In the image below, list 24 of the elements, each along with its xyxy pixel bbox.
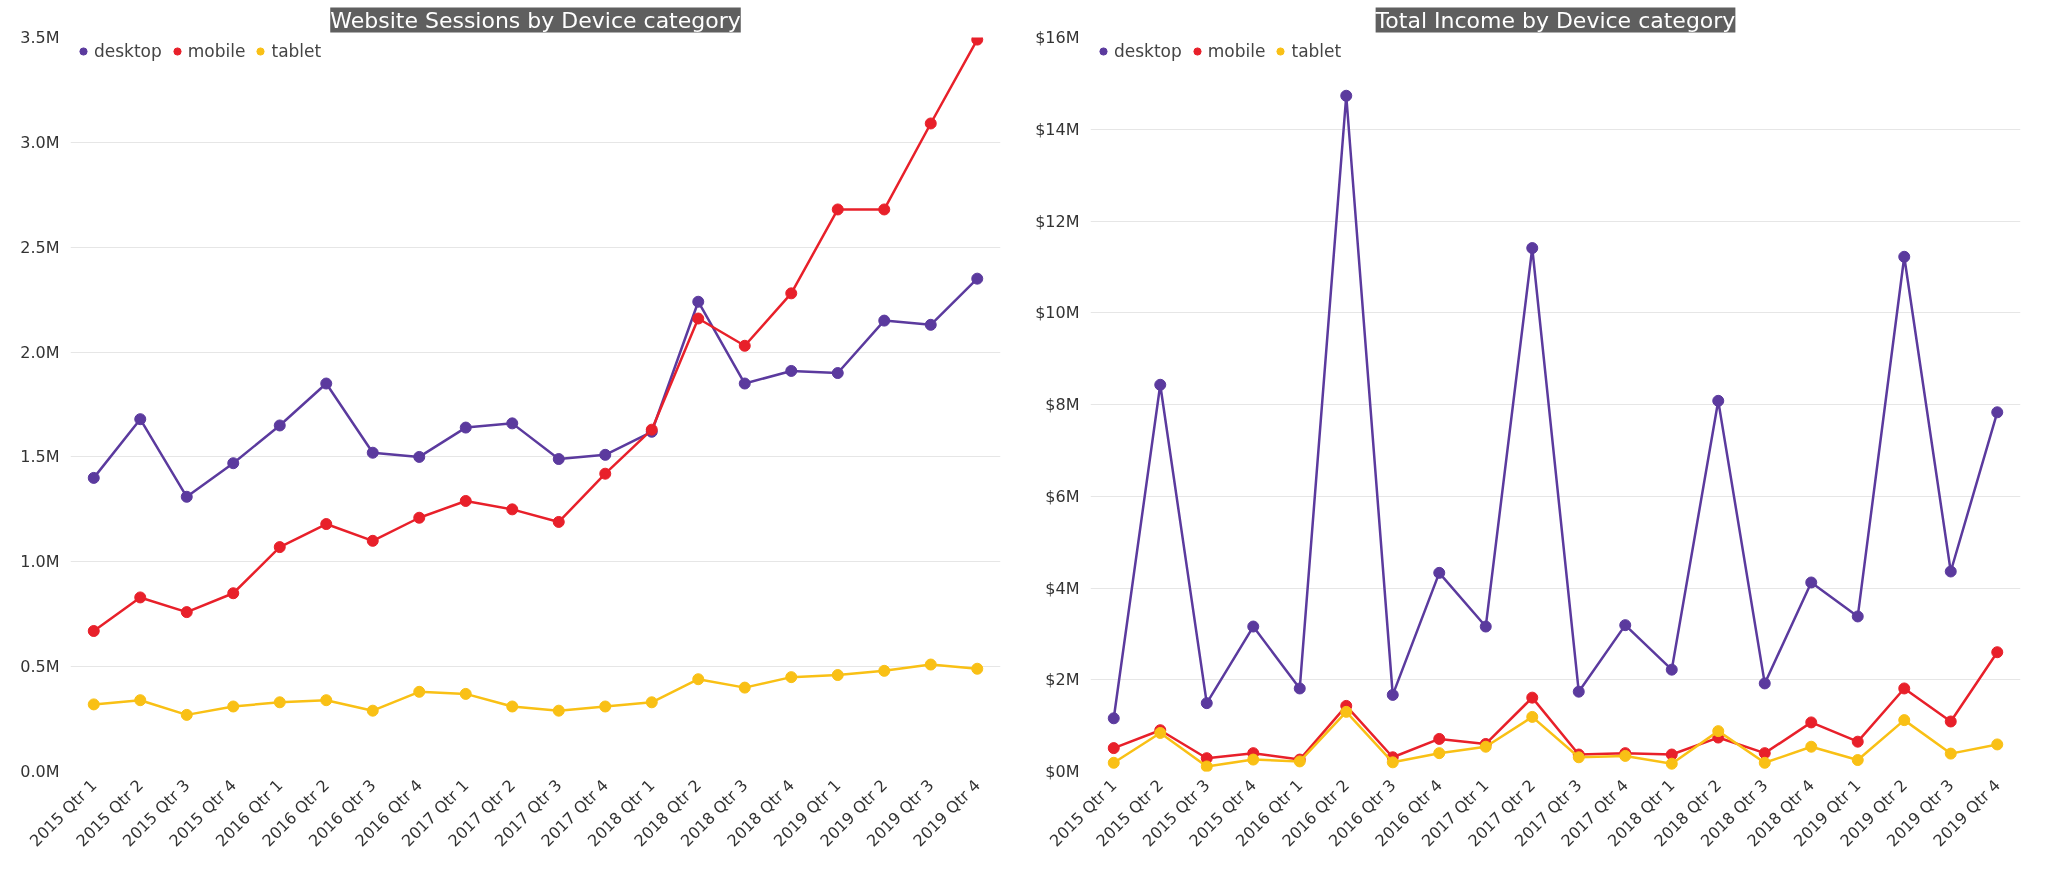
y-tick-label: $16M xyxy=(1035,28,1080,47)
y-tick-label: $8M xyxy=(1045,395,1080,414)
legend-label: tablet xyxy=(1291,41,1342,61)
y-tick-label: 3.0M xyxy=(20,132,60,152)
y-tick-label: $10M xyxy=(1035,303,1080,323)
y-tick-label: 2.5M xyxy=(20,237,60,257)
y-tick-label: 3.5M xyxy=(20,28,60,47)
legend-label: desktop xyxy=(1114,41,1182,61)
y-tick-label: $4M xyxy=(1045,578,1080,598)
legend-label: tablet xyxy=(271,41,322,61)
chart-title: Website Sessions by Device category xyxy=(330,7,741,33)
y-tick-label: $6M xyxy=(1045,486,1080,506)
legend-label: mobile xyxy=(187,41,246,61)
y-tick-label: $12M xyxy=(1035,211,1080,231)
y-tick-label: $0M xyxy=(1045,762,1080,781)
y-tick-label: 1.0M xyxy=(20,552,60,572)
legend-label: mobile xyxy=(1207,41,1266,61)
y-tick-label: $2M xyxy=(1045,670,1080,690)
y-tick-label: 1.5M xyxy=(20,447,60,467)
y-tick-label: 0.5M xyxy=(20,657,60,677)
y-tick-label: 2.0M xyxy=(20,342,60,362)
legend-label: desktop xyxy=(94,41,162,61)
y-tick-label: 0.0M xyxy=(20,762,60,781)
y-tick-label: $14M xyxy=(1035,119,1080,139)
